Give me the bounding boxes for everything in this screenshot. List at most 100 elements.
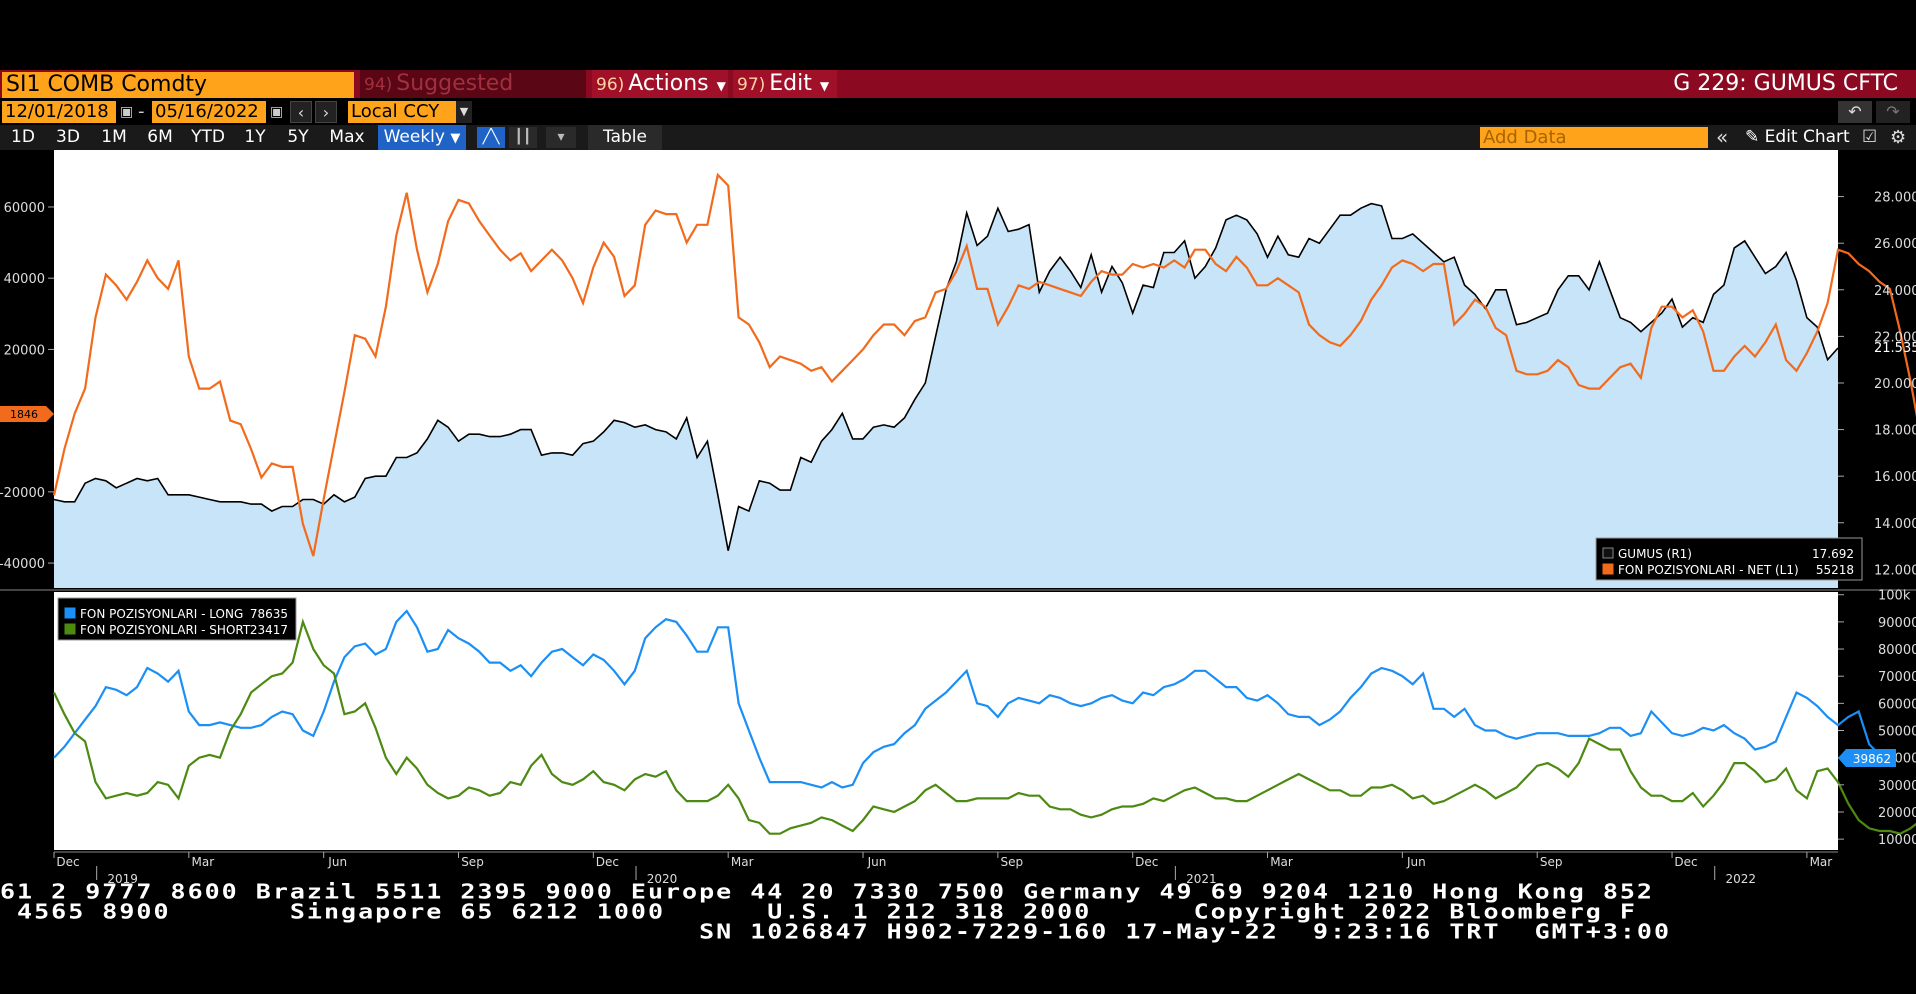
edit-label: Edit: [769, 71, 812, 96]
range-button-5y[interactable]: 5Y: [287, 127, 309, 147]
right-tick-label: 12.000: [1874, 563, 1916, 578]
frequency-select[interactable]: Weekly ▼: [378, 125, 466, 150]
right-tick-label: 60000: [1878, 697, 1916, 712]
x-month-label: Dec: [1674, 855, 1697, 869]
legend-swatch: [64, 623, 76, 635]
range-button-ytd[interactable]: YTD: [191, 127, 225, 147]
x-month-label: Dec: [1135, 855, 1158, 869]
legend-swatch: [1602, 547, 1614, 559]
left-tick-label: 40000: [4, 272, 45, 287]
candlestick-icon[interactable]: ┃┃: [509, 127, 537, 148]
right-tick-label: 20000: [1878, 806, 1916, 821]
legend-value: 17.692: [1812, 547, 1854, 561]
legend-label: FON POZISYONLARI - LONG: [80, 607, 243, 621]
currency-select[interactable]: Local CCY: [348, 101, 472, 123]
net-marker-label: 1846: [10, 408, 38, 421]
top-legend[interactable]: [1595, 537, 1863, 581]
x-month-label: Sep: [461, 855, 484, 869]
range-button-1m[interactable]: 1M: [101, 127, 127, 147]
undo-icon[interactable]: ↶: [1838, 101, 1872, 123]
x-month-label: Mar: [192, 855, 215, 869]
net-value-marker: [0, 406, 54, 423]
footer-line-3: SN 1026847 H902-7229-160 17-May-22 9:23:…: [0, 920, 1672, 944]
gumus-area: [54, 203, 1838, 588]
actions-menu[interactable]: 96) Actions ▼: [592, 70, 728, 98]
actions-num: 96): [596, 75, 625, 95]
x-month-label: Mar: [1270, 855, 1293, 869]
chevron-down-icon[interactable]: ▾: [546, 127, 576, 148]
edit-icon[interactable]: ☑: [1862, 127, 1878, 147]
right-tick-label: 70000: [1878, 670, 1916, 685]
left-tick-label: 60000: [4, 201, 45, 216]
right-tick-label: 22.000: [1874, 330, 1916, 345]
x-year-label: 2021: [1186, 872, 1217, 886]
left-tick-label: -20000: [0, 486, 45, 501]
right-tick-label: 90000: [1878, 616, 1916, 631]
right-tick-label: 80000: [1878, 643, 1916, 658]
legend-swatch: [64, 607, 76, 619]
long-position-line: [53, 609, 1891, 789]
long-value-marker: [1838, 749, 1896, 768]
suggested-num: 94): [364, 75, 393, 95]
frequency-label: Weekly: [383, 127, 445, 147]
end-date-input[interactable]: 05/16/2022: [152, 101, 266, 123]
legend-label: FON POZISYONLARI - SHORT: [80, 623, 251, 637]
ticker-field[interactable]: SI1 COMB Comdty: [2, 72, 354, 98]
caret-down-icon: ▼: [819, 79, 830, 93]
right-tick-label: 20.000: [1874, 377, 1916, 392]
gear-icon[interactable]: ⚙: [1890, 127, 1907, 148]
add-data-input[interactable]: Add Data: [1480, 127, 1708, 148]
actions-label: Actions: [628, 71, 709, 96]
start-date-input[interactable]: 12/01/2018: [2, 101, 116, 123]
suggested-charts-menu[interactable]: 94)Suggested Charts: [360, 70, 586, 125]
table-button[interactable]: Table: [588, 125, 662, 150]
page-title: G 229: GUMUS CFTC: [1673, 71, 1898, 96]
x-month-label: Sep: [1001, 855, 1024, 869]
calendar-icon[interactable]: ▣: [270, 104, 284, 120]
footer-line-2: 4565 8900 Singapore 65 6212 1000 U.S. 1 …: [0, 900, 1637, 924]
range-button-1y[interactable]: 1Y: [244, 127, 266, 147]
left-tick-label: -40000: [0, 557, 45, 572]
range-button-3d[interactable]: 3D: [56, 127, 80, 147]
gumus-area-fill: [54, 203, 1838, 588]
legend-value: 55218: [1816, 563, 1854, 577]
range-button-1d[interactable]: 1D: [11, 127, 35, 147]
x-year-label: 2019: [107, 872, 138, 886]
calendar-icon[interactable]: ▣: [120, 104, 134, 120]
edit-num: 97): [737, 75, 766, 95]
x-month-label: Dec: [56, 855, 79, 869]
right-tick-label: 10000: [1878, 833, 1916, 848]
right-tick-label: 14.000: [1874, 517, 1916, 532]
right-tick-label: 26.000: [1874, 237, 1916, 252]
x-year-label: 2020: [647, 872, 678, 886]
x-month-label: Jun: [327, 855, 347, 869]
right-tick-label: 28.000: [1874, 191, 1916, 206]
right-tick-label: 24.000: [1874, 284, 1916, 299]
bottom-legend[interactable]: [57, 597, 297, 641]
right-tick-label: 50000: [1878, 725, 1916, 740]
bottom-plot-background: [54, 592, 1838, 850]
redo-icon[interactable]: ↷: [1876, 101, 1910, 123]
range-button-max[interactable]: Max: [329, 127, 365, 147]
chevron-down-icon[interactable]: ▼: [456, 101, 472, 123]
collapse-icon[interactable]: «: [1716, 125, 1729, 149]
footer-line-1: 61 2 9777 8600 Brazil 5511 2395 9000 Eur…: [0, 880, 1654, 904]
caret-down-icon: ▼: [450, 131, 461, 146]
legend-label: GUMUS (R1): [1618, 547, 1692, 561]
line-chart-icon[interactable]: ╱╲: [477, 127, 505, 148]
range-button-6m[interactable]: 6M: [147, 127, 173, 147]
x-month-label: Jun: [867, 855, 887, 869]
next-period-button[interactable]: ›: [315, 101, 337, 123]
right-tick-label: 18.000: [1874, 424, 1916, 439]
edit-menu[interactable]: 97) Edit ▼: [733, 70, 837, 98]
legend-swatch: [1602, 563, 1614, 575]
chart-canvas[interactable]: -40000 -20000 20000 40000 60000 12.000 14.000 1…: [0, 150, 1916, 888]
prev-period-button[interactable]: ‹: [290, 101, 312, 123]
edit-chart-button[interactable]: ✎ Edit Chart: [1745, 125, 1850, 150]
net-position-line: [52, 172, 1916, 557]
long-marker-label: 39862: [1853, 752, 1891, 766]
legend-value: 23417: [250, 623, 288, 637]
x-month-label: Mar: [1810, 855, 1833, 869]
edit-chart-label: Edit Chart: [1764, 127, 1850, 147]
right-tick-label: 100k: [1878, 589, 1911, 604]
